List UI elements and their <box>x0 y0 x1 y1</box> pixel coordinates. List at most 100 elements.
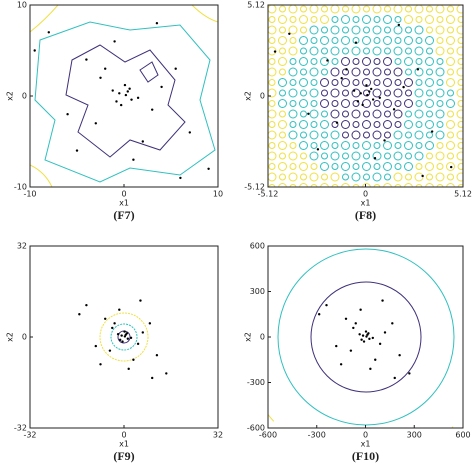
contour <box>404 99 413 108</box>
contour <box>457 79 463 86</box>
contour <box>352 58 360 65</box>
contour <box>394 58 402 65</box>
contour <box>372 5 382 14</box>
contour <box>299 183 308 187</box>
contour <box>351 5 361 14</box>
contour <box>425 78 434 87</box>
point <box>354 41 358 44</box>
contour <box>373 37 381 44</box>
contours <box>268 246 463 428</box>
y-tick-label: -10 <box>14 183 27 192</box>
point <box>118 92 121 95</box>
point <box>78 313 81 316</box>
contour <box>288 109 298 119</box>
contour <box>321 131 328 139</box>
point <box>111 326 114 330</box>
point <box>188 131 191 134</box>
contour <box>299 36 308 45</box>
contour <box>384 47 391 55</box>
contour <box>330 46 340 56</box>
contour <box>426 110 433 118</box>
contour <box>446 36 455 45</box>
contour <box>435 109 445 119</box>
contour <box>384 26 391 34</box>
contour <box>330 88 340 98</box>
point <box>113 40 116 43</box>
point <box>119 103 123 107</box>
contour <box>310 184 318 187</box>
y-tick-label: 600 <box>250 242 265 251</box>
contour <box>341 36 350 45</box>
point <box>325 303 328 307</box>
contour <box>372 67 382 77</box>
point <box>174 67 177 70</box>
contour <box>300 5 307 13</box>
contour <box>341 99 350 108</box>
contour <box>299 162 308 171</box>
point <box>128 87 131 90</box>
x-tick-label: 0 <box>363 190 368 199</box>
contour <box>289 16 297 23</box>
x-tick-label: 32 <box>213 431 223 440</box>
contour <box>300 68 307 76</box>
contour <box>405 110 412 118</box>
contour <box>435 25 445 35</box>
contour <box>289 79 297 86</box>
contour <box>447 131 454 139</box>
x-axis-label: x1 <box>119 440 129 449</box>
point <box>99 76 102 80</box>
point <box>340 77 343 80</box>
point <box>362 340 366 343</box>
contour <box>363 110 370 118</box>
contour <box>456 130 463 140</box>
contour <box>279 89 286 97</box>
contour <box>268 58 276 65</box>
contour <box>405 5 412 13</box>
contour <box>362 120 371 129</box>
point <box>358 333 361 336</box>
point <box>317 313 321 316</box>
contour <box>321 47 328 55</box>
contour <box>268 184 276 187</box>
contour <box>372 109 382 119</box>
point <box>160 85 163 89</box>
point <box>155 22 159 25</box>
contour <box>320 120 329 129</box>
contour <box>384 152 391 160</box>
contour <box>393 67 403 77</box>
point <box>127 367 130 371</box>
contour <box>278 99 287 108</box>
contour <box>362 141 371 150</box>
point <box>126 337 130 340</box>
point <box>94 122 98 125</box>
contour <box>384 89 391 97</box>
point <box>339 363 343 366</box>
point <box>449 165 453 169</box>
contour <box>363 152 370 160</box>
contour <box>352 163 360 170</box>
contour <box>331 142 339 149</box>
contour <box>288 67 298 77</box>
point <box>129 336 133 340</box>
contour <box>320 162 329 171</box>
contour <box>310 100 318 107</box>
point <box>430 130 434 133</box>
contour <box>404 57 413 66</box>
contour <box>456 88 463 98</box>
contour <box>289 142 297 149</box>
contour <box>447 173 454 181</box>
point <box>141 331 144 334</box>
x-tick-label: -10 <box>23 190 36 199</box>
contour <box>309 172 319 182</box>
contour <box>404 36 413 45</box>
contour <box>404 120 413 129</box>
x-tick-label: -32 <box>23 431 36 440</box>
contour <box>268 25 277 35</box>
contour <box>393 5 403 14</box>
point <box>365 84 368 87</box>
y-tick-label: -32 <box>14 424 27 433</box>
point <box>365 335 368 338</box>
contour <box>278 162 287 171</box>
contour <box>310 79 318 86</box>
contour <box>330 25 340 35</box>
